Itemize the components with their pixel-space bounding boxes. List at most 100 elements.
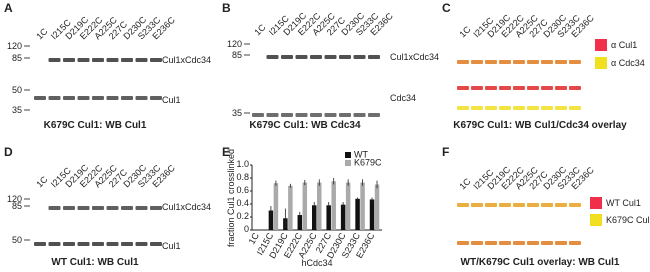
legend-swatch (345, 152, 351, 158)
band (555, 106, 567, 110)
band (63, 242, 75, 246)
band (266, 113, 279, 117)
band (106, 242, 119, 246)
band-label: Cul1 (162, 241, 181, 251)
band (34, 242, 46, 246)
band (106, 58, 119, 62)
band (485, 86, 497, 90)
bar (355, 198, 360, 230)
band (324, 113, 337, 117)
band (106, 206, 119, 210)
caption: K679C Cul1: WB Cdc34 (249, 120, 361, 131)
band (555, 86, 567, 90)
legend-label: WT (354, 150, 368, 160)
band (555, 241, 567, 245)
band (457, 86, 469, 90)
lane-label: 1C (34, 174, 50, 190)
band (77, 96, 90, 100)
marker-label: 35 (232, 108, 242, 118)
band (92, 58, 104, 62)
band-label: Cul1xCdc34 (390, 52, 439, 62)
caption: K679C Cul1: WB Cul1 (44, 120, 147, 131)
band (513, 60, 525, 64)
band (541, 241, 553, 245)
band (527, 203, 539, 207)
band (513, 203, 525, 207)
band (324, 55, 337, 59)
band (471, 86, 483, 90)
marker-label: 120 (227, 39, 242, 49)
panel-label: F (442, 145, 449, 159)
legend-swatch (595, 57, 607, 69)
band (63, 206, 75, 210)
marker-label: 50 (12, 235, 22, 245)
y-tick-label: 0.8 (236, 172, 249, 182)
lane-label: 1C (457, 24, 473, 40)
band (121, 242, 133, 246)
band (48, 96, 61, 100)
band (471, 106, 483, 110)
band (368, 55, 380, 59)
band (541, 86, 553, 90)
band-label: Cul1 (162, 95, 181, 105)
band (106, 96, 119, 100)
band (499, 60, 511, 64)
legend-label: WT Cul1 (606, 198, 641, 208)
band (457, 60, 469, 64)
band (135, 96, 148, 100)
band (499, 241, 511, 245)
marker-label: 35 (12, 105, 22, 115)
band (527, 106, 539, 110)
band (485, 106, 497, 110)
band (77, 58, 90, 62)
band (541, 203, 553, 207)
band (77, 242, 90, 246)
band (77, 206, 90, 210)
band (48, 58, 61, 62)
band (569, 60, 581, 64)
marker-label: 85 (12, 201, 22, 211)
band (513, 241, 525, 245)
band (457, 241, 469, 245)
legend-label: K679C (354, 158, 382, 168)
band (121, 58, 133, 62)
y-tick-label: 0.4 (236, 198, 249, 208)
y-axis-label: fraction Cul1 crosslinked (226, 149, 236, 247)
legend-swatch (345, 160, 351, 166)
band (135, 242, 148, 246)
band (471, 203, 483, 207)
band (555, 60, 567, 64)
legend-label: α Cdc34 (611, 58, 645, 68)
band (150, 206, 162, 210)
bar (331, 181, 336, 230)
panel-label: A (4, 1, 13, 15)
band (569, 86, 581, 90)
bar (273, 183, 279, 230)
band (513, 106, 525, 110)
band (513, 86, 525, 90)
band (353, 55, 366, 59)
bar (340, 204, 346, 230)
band (34, 96, 46, 100)
band (541, 60, 553, 64)
band (339, 113, 351, 117)
band (48, 206, 61, 210)
band (457, 203, 469, 207)
panel-label: E (222, 145, 230, 159)
band (485, 241, 497, 245)
band (353, 113, 366, 117)
band (281, 113, 293, 117)
band (121, 96, 133, 100)
marker-label: 50 (12, 85, 22, 95)
band (135, 206, 148, 210)
band (295, 55, 308, 59)
band (527, 60, 539, 64)
bar (369, 199, 375, 230)
band (485, 60, 497, 64)
bar (360, 182, 365, 230)
band (457, 106, 469, 110)
legend-swatch (590, 214, 602, 226)
band (92, 206, 104, 210)
band (310, 113, 322, 117)
legend-swatch (590, 197, 602, 209)
